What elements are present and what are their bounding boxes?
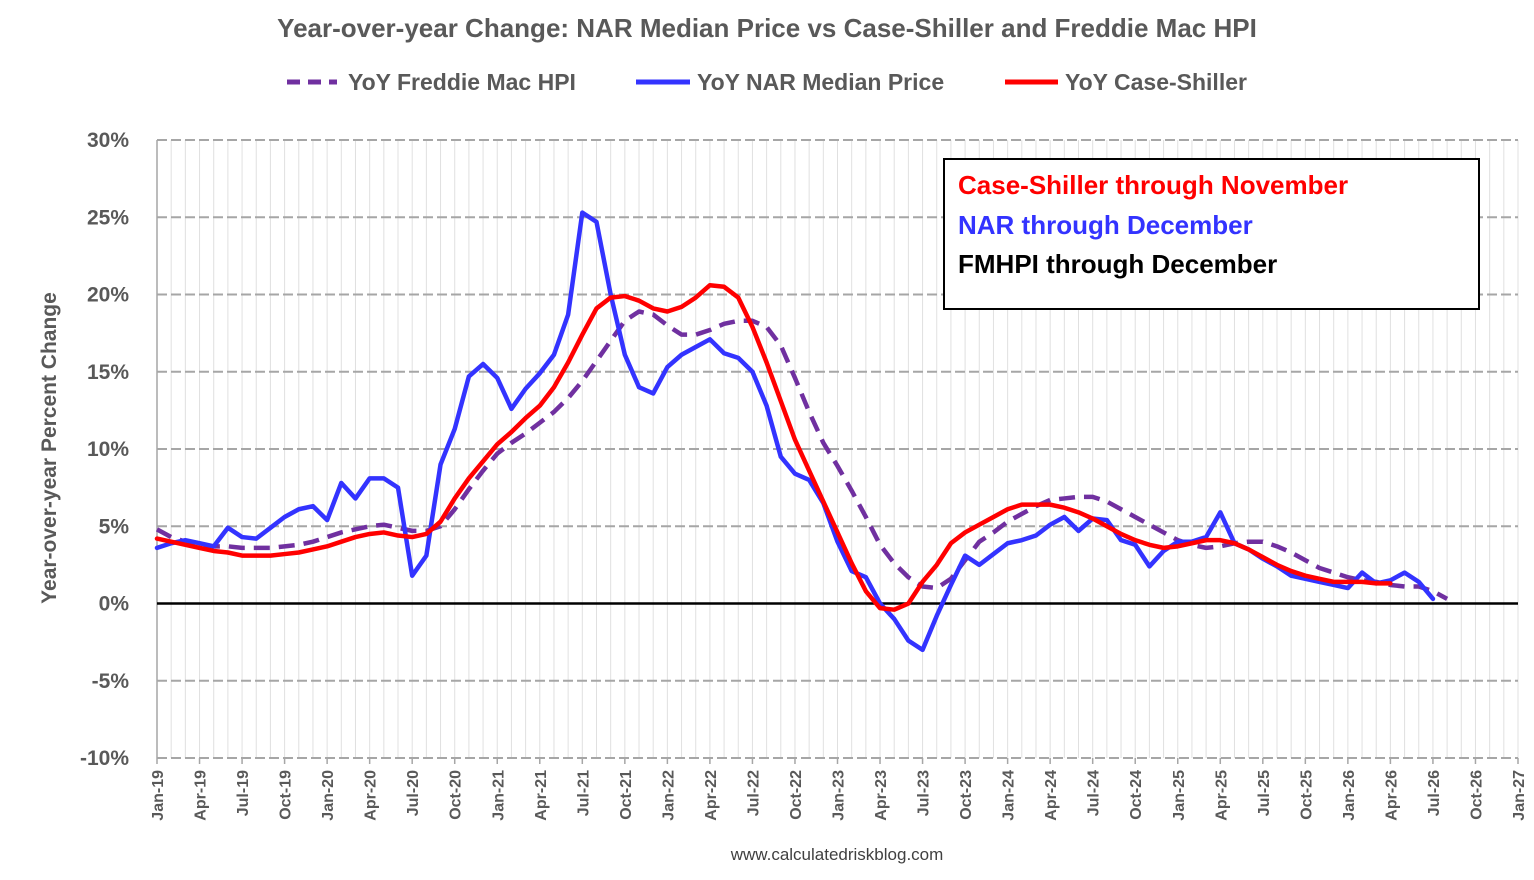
y-tick-label: 15% <box>87 361 129 384</box>
x-tick-label: Jul-24 <box>1086 770 1103 816</box>
y-tick-label: 20% <box>87 284 129 307</box>
x-tick-label: Jan-25 <box>1171 770 1188 821</box>
x-tick-label: Apr-19 <box>193 770 210 821</box>
x-tick-label: Oct-25 <box>1298 770 1315 820</box>
x-tick-label: Jul-23 <box>916 770 933 816</box>
y-tick-label: 0% <box>99 593 130 616</box>
legend: YoY Freddie Mac HPI YoY NAR Median Price… <box>287 69 1247 95</box>
legend-label-freddie-mac: YoY Freddie Mac HPI <box>348 69 576 95</box>
x-tick-label: Oct-24 <box>1128 770 1145 820</box>
x-tick-label: Apr-22 <box>703 770 720 821</box>
x-tick-label: Apr-25 <box>1213 770 1230 821</box>
x-tick-labels: Jan-19 Apr-19 Jul-19 Oct-19 Jan-20 Apr-20 Jul-… <box>150 758 1528 821</box>
x-tick-label: Jul-21 <box>575 770 592 816</box>
legend-label-nar: YoY NAR Median Price <box>697 69 944 95</box>
y-tick-label: 10% <box>87 438 129 461</box>
x-tick-label: Oct-19 <box>278 770 295 820</box>
x-tick-label: Jul-20 <box>405 770 422 816</box>
annotation-border <box>943 158 1480 310</box>
y-tick-label: -10% <box>80 747 129 770</box>
legend-label-case-shiller: YoY Case-Shiller <box>1065 69 1247 95</box>
annotation-box: Case-Shiller through November NAR throug… <box>943 158 1480 310</box>
x-tick-label: Jan-24 <box>1001 770 1018 821</box>
x-tick-label: Jan-22 <box>660 770 677 821</box>
x-tick-label: Jul-26 <box>1426 770 1443 816</box>
x-tick-label: Apr-24 <box>1043 770 1060 821</box>
x-tick-label: Oct-21 <box>618 770 635 820</box>
credit-text: www.calculatedriskblog.com <box>730 845 944 864</box>
x-tick-label: Apr-26 <box>1383 770 1400 821</box>
annotation-line-nar: NAR through December <box>958 210 1253 240</box>
x-tick-label: Apr-23 <box>873 770 890 821</box>
x-tick-label: Oct-22 <box>788 770 805 820</box>
x-tick-label: Jan-21 <box>490 770 507 821</box>
x-tick-label: Oct-23 <box>958 770 975 820</box>
series-line-yoy-nar-median-price <box>154 210 1436 653</box>
annotation-line-case-shiller: Case-Shiller through November <box>958 170 1348 200</box>
x-tick-label: Jul-19 <box>235 770 252 816</box>
x-tick-label: Jan-23 <box>831 770 848 821</box>
x-tick-label: Oct-20 <box>448 770 465 820</box>
x-tick-label: Jan-26 <box>1341 770 1358 821</box>
series-lines <box>154 210 1449 653</box>
x-tick-label: Jul-25 <box>1256 770 1273 816</box>
x-tick-label: Jan-27 <box>1511 770 1528 821</box>
chart-title: Year-over-year Change: NAR Median Price … <box>277 13 1257 43</box>
y-tick-label: 30% <box>87 129 129 152</box>
annotation-line-fmhpi: FMHPI through December <box>958 249 1277 279</box>
x-tick-label: Oct-26 <box>1468 770 1485 820</box>
y-tick-label: 25% <box>87 206 129 229</box>
series-line-yoy-case-shiller <box>154 282 1393 612</box>
x-tick-label: Jan-19 <box>150 770 167 821</box>
x-tick-label: Apr-20 <box>363 770 380 821</box>
x-tick-label: Jan-20 <box>320 770 337 821</box>
y-tick-label: -5% <box>92 670 130 693</box>
y-axis-label: Year-over-year Percent Change <box>38 292 61 604</box>
x-tick-label: Jul-22 <box>745 770 762 816</box>
x-tick-label: Apr-21 <box>533 770 550 821</box>
y-tick-labels: -10% -5% 0% 5% 10% 15% 20% 25% 30% <box>80 129 129 770</box>
y-tick-label: 5% <box>99 515 130 538</box>
